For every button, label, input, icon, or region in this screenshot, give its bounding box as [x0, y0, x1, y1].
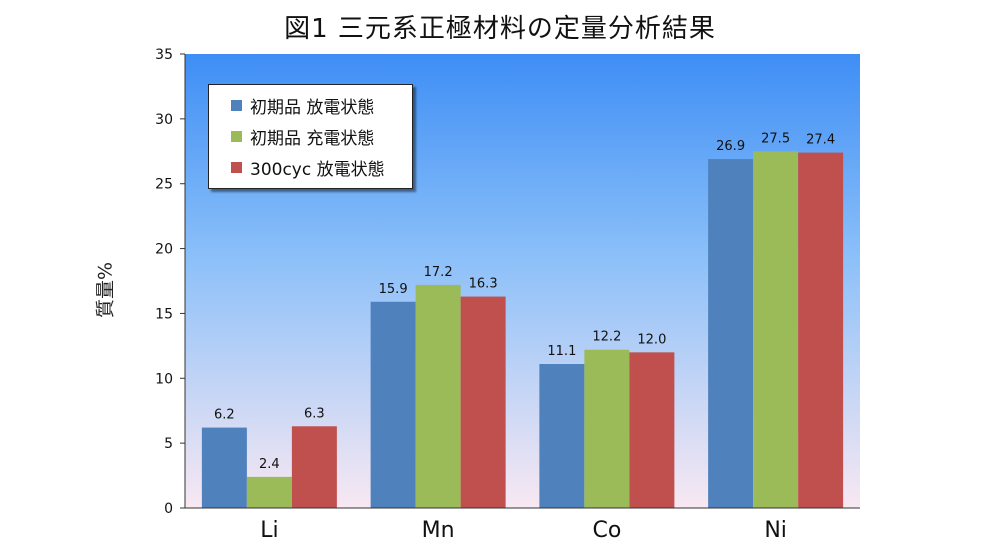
bar-co-series-2	[584, 349, 630, 508]
x-tick-label-mn: Mn	[422, 518, 455, 543]
data-label-co-series-1: 11.1	[547, 344, 576, 359]
bar-ni-series-2	[753, 151, 799, 509]
x-tick-label-li: Li	[260, 518, 278, 543]
data-label-li-series-2: 2.4	[259, 457, 280, 472]
y-tick-label-20: 20	[155, 242, 173, 258]
bar-co-series-1	[539, 364, 585, 508]
data-label-ni-series-3: 27.4	[806, 133, 835, 148]
bar-li-series-1	[201, 427, 247, 508]
x-tick-label-ni: Ni	[764, 518, 787, 543]
bar-mn-series-1	[370, 301, 416, 508]
chart-title: 図1 三元系正極材料の定量分析結果	[284, 14, 716, 44]
data-label-li-series-1: 6.2	[214, 408, 235, 423]
y-tick-label-25: 25	[155, 177, 173, 193]
bar-co-series-3	[629, 352, 675, 508]
legend-swatch-series-3	[231, 162, 242, 173]
y-tick-label-5: 5	[164, 436, 173, 452]
legend-item-series-1: 初期品 放電状態	[209, 90, 412, 121]
x-tick-label-co: Co	[592, 518, 621, 543]
data-label-mn-series-3: 16.3	[469, 277, 498, 292]
data-label-mn-series-1: 15.9	[379, 282, 408, 297]
y-tick-label-10: 10	[155, 371, 173, 387]
bar-li-series-2	[246, 476, 292, 508]
bar-ni-series-3	[798, 152, 844, 508]
y-tick-label-30: 30	[155, 112, 173, 128]
chart-legend: 初期品 放電状態 初期品 充電状態 300cyc 放電状態	[208, 84, 413, 189]
data-label-ni-series-2: 27.5	[761, 131, 790, 146]
data-label-mn-series-2: 17.2	[424, 265, 453, 280]
bar-li-series-3	[291, 426, 337, 508]
bar-mn-series-3	[460, 296, 506, 508]
legend-label-series-2: 初期品 充電状態	[250, 129, 375, 149]
legend-swatch-series-2	[231, 131, 242, 142]
y-tick-label-0: 0	[164, 501, 173, 517]
bar-ni-series-1	[708, 159, 754, 508]
y-tick-label-35: 35	[155, 47, 173, 63]
data-label-co-series-2: 12.2	[592, 330, 621, 345]
legend-swatch-series-1	[231, 100, 242, 111]
y-tick-label-15: 15	[155, 306, 173, 322]
legend-label-series-1: 初期品 放電状態	[250, 98, 375, 118]
bar-mn-series-2	[415, 284, 461, 508]
legend-item-series-3: 300cyc 放電状態	[209, 152, 412, 183]
data-label-co-series-3: 12.0	[637, 332, 666, 347]
data-label-li-series-3: 6.3	[304, 406, 325, 421]
data-label-ni-series-1: 26.9	[716, 139, 745, 154]
legend-label-series-3: 300cyc 放電状態	[250, 160, 385, 180]
legend-item-series-2: 初期品 充電状態	[209, 121, 412, 152]
